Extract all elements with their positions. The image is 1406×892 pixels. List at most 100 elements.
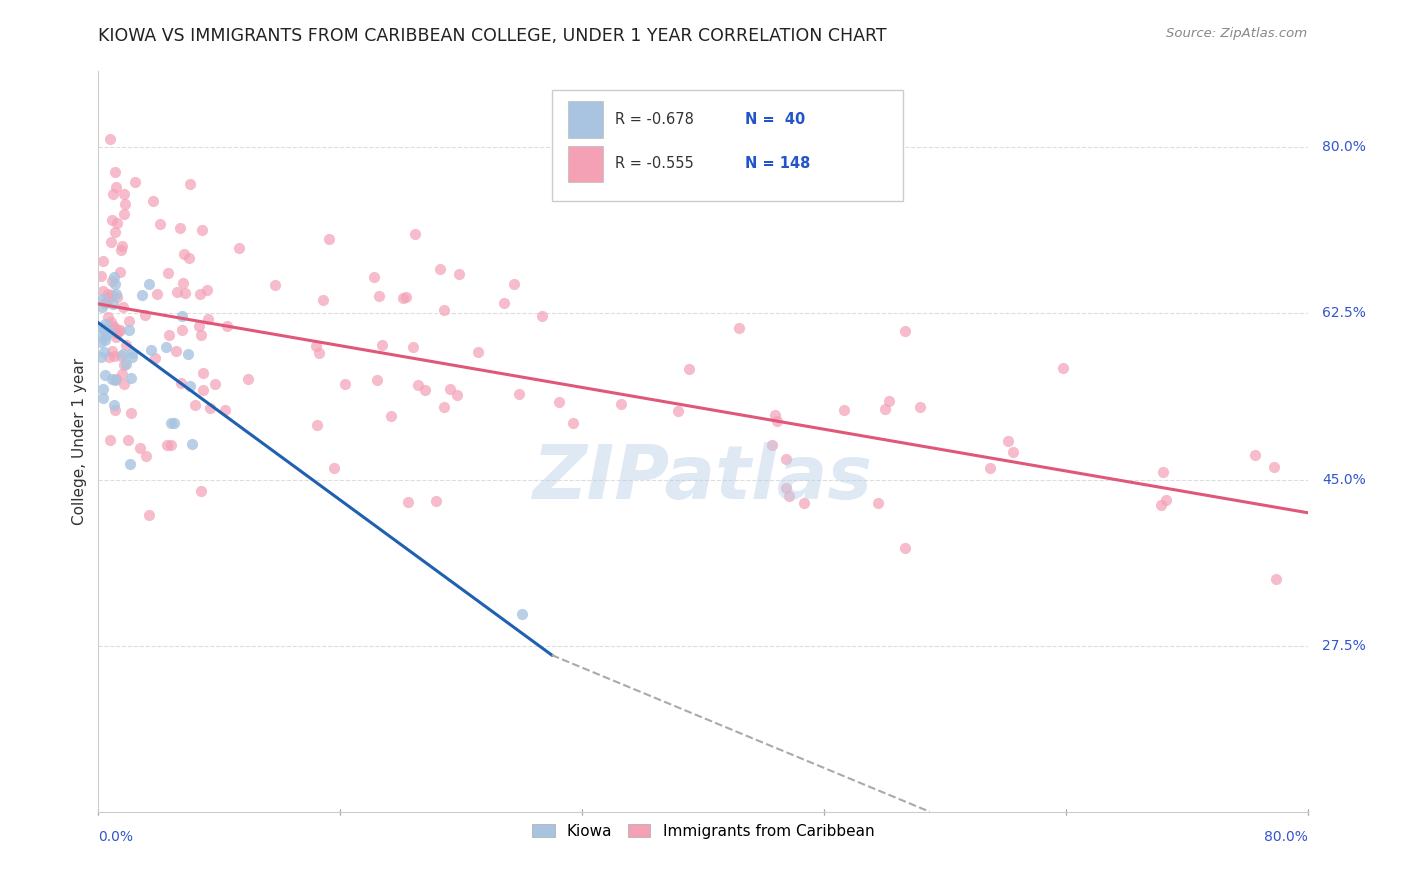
Point (156, 438, 179, 452)
Point (93, 322, 115, 336)
Point (305, 418, 328, 433)
Point (101, 372, 124, 386)
Point (392, 291, 415, 305)
Point (404, 227, 426, 242)
Point (103, 398, 125, 412)
Point (97, 286, 120, 301)
Point (264, 278, 287, 293)
Point (101, 319, 124, 334)
Point (141, 343, 163, 357)
Point (105, 287, 128, 301)
Point (112, 359, 135, 373)
Point (93, 296, 115, 310)
Point (100, 434, 122, 448)
Point (93, 368, 115, 382)
Point (117, 433, 139, 447)
Point (170, 323, 193, 337)
Point (979, 460, 1001, 475)
Point (413, 383, 436, 397)
Point (160, 416, 183, 430)
Point (893, 541, 915, 556)
Point (94, 317, 117, 331)
Point (94, 296, 117, 310)
Point (173, 247, 195, 261)
Point (449, 267, 471, 281)
Point (97, 310, 120, 324)
Text: N = 148: N = 148 (745, 156, 811, 171)
Point (101, 344, 124, 359)
Point (155, 340, 177, 354)
Y-axis label: College, Under 1 year: College, Under 1 year (72, 358, 87, 525)
Point (191, 384, 214, 398)
Text: 80.0%: 80.0% (1264, 830, 1308, 844)
Point (323, 461, 346, 475)
Point (866, 496, 889, 510)
Point (104, 373, 127, 387)
FancyBboxPatch shape (568, 145, 603, 182)
Point (433, 303, 456, 318)
Point (108, 323, 131, 337)
Point (105, 326, 128, 341)
Point (120, 370, 142, 384)
Point (146, 286, 169, 301)
Point (311, 293, 333, 307)
Point (997, 434, 1019, 448)
Point (318, 232, 340, 246)
Point (177, 251, 200, 265)
Text: 80.0%: 80.0% (1322, 140, 1367, 154)
Point (908, 401, 931, 415)
Point (91, 254, 114, 268)
Point (104, 321, 127, 335)
Point (91, 329, 114, 343)
Point (174, 285, 197, 300)
Point (90, 300, 112, 314)
Point (111, 368, 134, 382)
Point (166, 285, 188, 300)
Point (100, 212, 122, 227)
Point (367, 289, 389, 303)
Point (103, 270, 125, 285)
Point (510, 607, 533, 621)
Point (90, 334, 112, 349)
Point (121, 346, 143, 360)
Point (191, 367, 214, 381)
Point (142, 194, 165, 208)
Point (396, 494, 419, 508)
Point (90, 268, 112, 283)
Point (163, 416, 186, 430)
Point (197, 312, 219, 326)
Point (446, 388, 468, 402)
Point (402, 340, 425, 354)
Point (873, 402, 896, 417)
Point (135, 449, 157, 463)
Point (112, 186, 135, 201)
Point (157, 328, 180, 343)
Legend: Kiowa, Immigrants from Caribbean: Kiowa, Immigrants from Caribbean (526, 817, 880, 845)
Point (114, 197, 136, 211)
Point (114, 337, 136, 351)
Point (104, 225, 127, 239)
Text: N =  40: N = 40 (745, 112, 806, 127)
Point (1001, 445, 1024, 459)
Point (191, 223, 214, 237)
Text: R = -0.555: R = -0.555 (614, 156, 693, 171)
Point (156, 266, 179, 280)
Point (93, 345, 115, 359)
Point (1152, 465, 1174, 479)
Point (94, 328, 117, 343)
Point (104, 330, 127, 344)
FancyBboxPatch shape (551, 90, 903, 201)
Point (1243, 448, 1265, 462)
Point (93, 292, 115, 306)
Point (610, 397, 633, 411)
Point (100, 235, 122, 249)
Point (1263, 460, 1285, 475)
Point (101, 187, 124, 202)
FancyBboxPatch shape (568, 102, 603, 137)
Point (508, 387, 530, 401)
Point (104, 277, 127, 292)
Point (138, 277, 160, 291)
Point (90, 320, 112, 334)
Text: 0.0%: 0.0% (98, 830, 134, 844)
Point (117, 314, 139, 328)
